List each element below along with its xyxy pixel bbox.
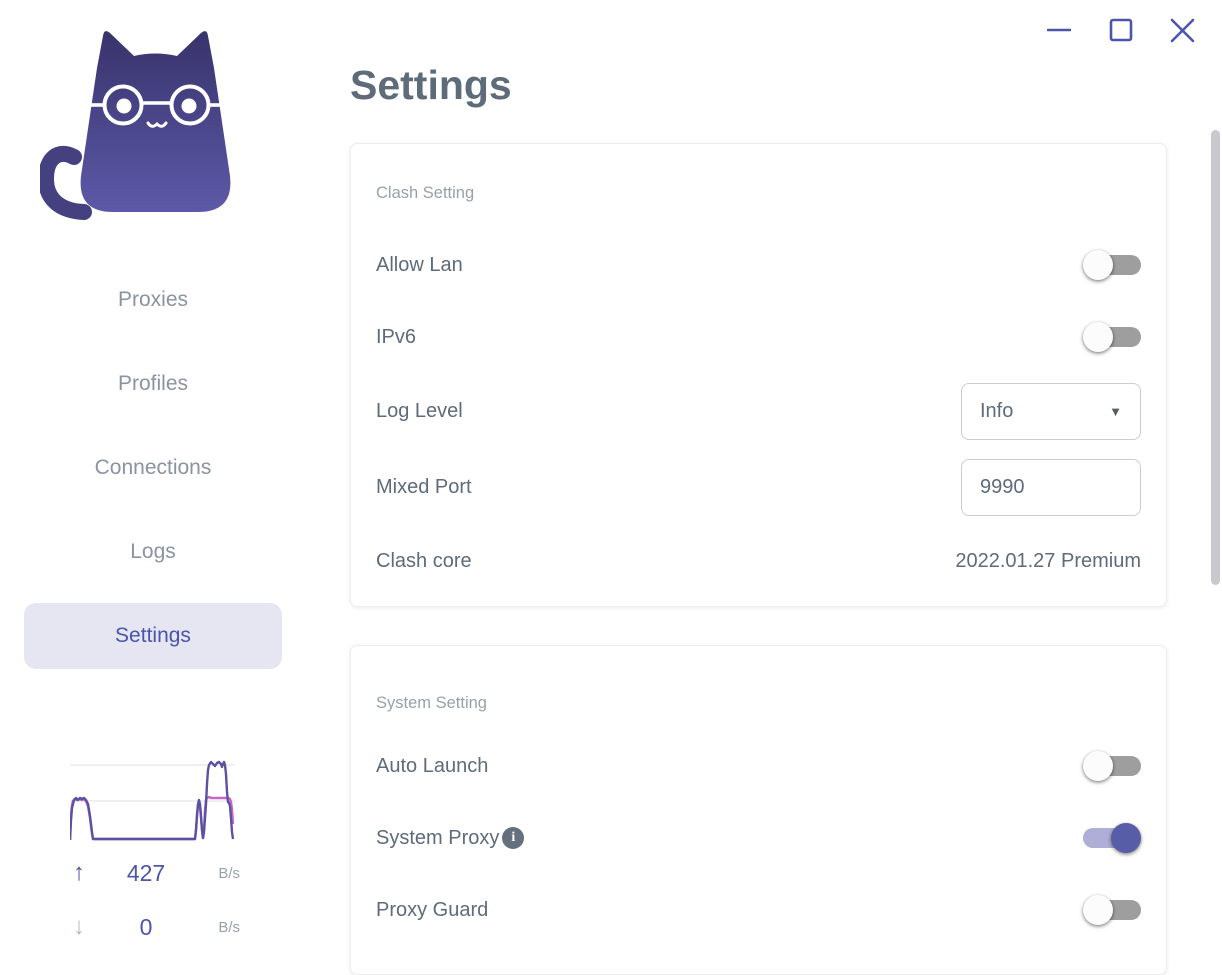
system-proxy-label: System Proxy xyxy=(376,826,500,849)
mixed-port-input[interactable] xyxy=(980,475,1122,499)
toggle-thumb xyxy=(1083,895,1113,925)
maximize-icon xyxy=(1109,18,1132,42)
clash-core-label: Clash core xyxy=(376,549,472,572)
card-section-header: Clash Setting xyxy=(376,184,475,202)
traffic-download-row: ↓ 0 B/s xyxy=(62,912,240,942)
clash-setting-card: Clash Setting Allow Lan IPv6 Log Level I… xyxy=(350,143,1167,607)
sidebar-item-proxies[interactable]: Proxies xyxy=(117,288,189,311)
sidebar-item-connections[interactable]: Connections xyxy=(94,456,212,479)
toggle-thumb xyxy=(1083,322,1113,352)
log-level-selected-value: Info xyxy=(980,399,1014,422)
toggle-thumb xyxy=(1083,751,1113,781)
proxy-guard-toggle[interactable] xyxy=(1083,893,1141,927)
setting-row-clash-core: Clash core 2022.01.27 Premium xyxy=(376,532,1141,590)
ipv6-toggle[interactable] xyxy=(1083,320,1141,354)
sidebar-nav: Proxies Profiles Connections Logs Settin… xyxy=(24,267,282,687)
card-section-header: System Setting xyxy=(376,694,487,712)
auto-launch-label: Auto Launch xyxy=(376,754,489,777)
allow-lan-toggle[interactable] xyxy=(1083,248,1141,282)
sidebar-item-logs[interactable]: Logs xyxy=(130,540,176,563)
clash-cat-logo xyxy=(37,26,236,222)
mixed-port-field-box xyxy=(961,458,1141,516)
sidebar-item-settings[interactable]: Settings xyxy=(24,603,282,669)
allow-lan-label: Allow Lan xyxy=(376,253,463,276)
scrollbar-thumb[interactable] xyxy=(1211,130,1220,585)
upload-speed-value: 427 xyxy=(126,859,166,886)
ipv6-label: IPv6 xyxy=(376,325,417,348)
arrow-up-icon: ↑ xyxy=(73,859,85,886)
cat-mouth xyxy=(146,121,168,128)
maximize-button[interactable] xyxy=(1108,14,1133,46)
traffic-download-line xyxy=(68,795,235,841)
system-setting-card: System Setting Auto Launch System Proxy … xyxy=(350,645,1167,975)
log-level-select[interactable]: Info ▼ xyxy=(961,382,1141,440)
setting-row-allow-lan: Allow Lan xyxy=(376,236,1141,294)
upload-speed-unit: B/s xyxy=(218,864,240,882)
traffic-upload-line xyxy=(68,760,235,841)
traffic-upload-row: ↑ 427 B/s xyxy=(62,858,240,888)
setting-row-ipv6: IPv6 xyxy=(376,308,1141,366)
mixed-port-label: Mixed Port xyxy=(376,475,472,498)
setting-row-system-proxy: System Proxy i xyxy=(376,809,1141,867)
toggle-thumb xyxy=(1083,250,1113,280)
setting-row-log-level: Log Level Info ▼ xyxy=(376,382,1141,440)
system-proxy-toggle[interactable] xyxy=(1083,821,1141,855)
setting-row-mixed-port: Mixed Port xyxy=(376,458,1141,516)
arrow-down-icon: ↓ xyxy=(73,913,85,940)
minimize-button[interactable] xyxy=(1046,14,1071,46)
download-speed-unit: B/s xyxy=(218,918,240,936)
auto-launch-toggle[interactable] xyxy=(1083,749,1141,783)
chevron-down-icon: ▼ xyxy=(1109,403,1122,419)
sidebar-item-profiles[interactable]: Profiles xyxy=(117,372,189,395)
toggle-thumb xyxy=(1111,823,1141,853)
close-button[interactable] xyxy=(1170,14,1195,46)
window-controls xyxy=(1046,14,1195,46)
download-speed-value: 0 xyxy=(139,913,153,940)
cat-glasses-right xyxy=(169,84,211,126)
traffic-graph xyxy=(68,760,235,842)
close-icon xyxy=(1170,18,1195,42)
log-level-label: Log Level xyxy=(376,399,463,422)
proxy-guard-label: Proxy Guard xyxy=(376,898,489,921)
cat-tail xyxy=(37,145,92,220)
clash-core-version: 2022.01.27 Premium xyxy=(955,549,1141,572)
cat-body xyxy=(80,31,231,213)
cat-glasses-left xyxy=(102,84,144,126)
setting-row-proxy-guard: Proxy Guard xyxy=(376,881,1141,939)
info-icon[interactable]: i xyxy=(502,827,525,849)
setting-row-auto-launch: Auto Launch xyxy=(376,737,1141,795)
page-title: Settings xyxy=(350,62,512,108)
minimize-icon xyxy=(1046,28,1071,32)
